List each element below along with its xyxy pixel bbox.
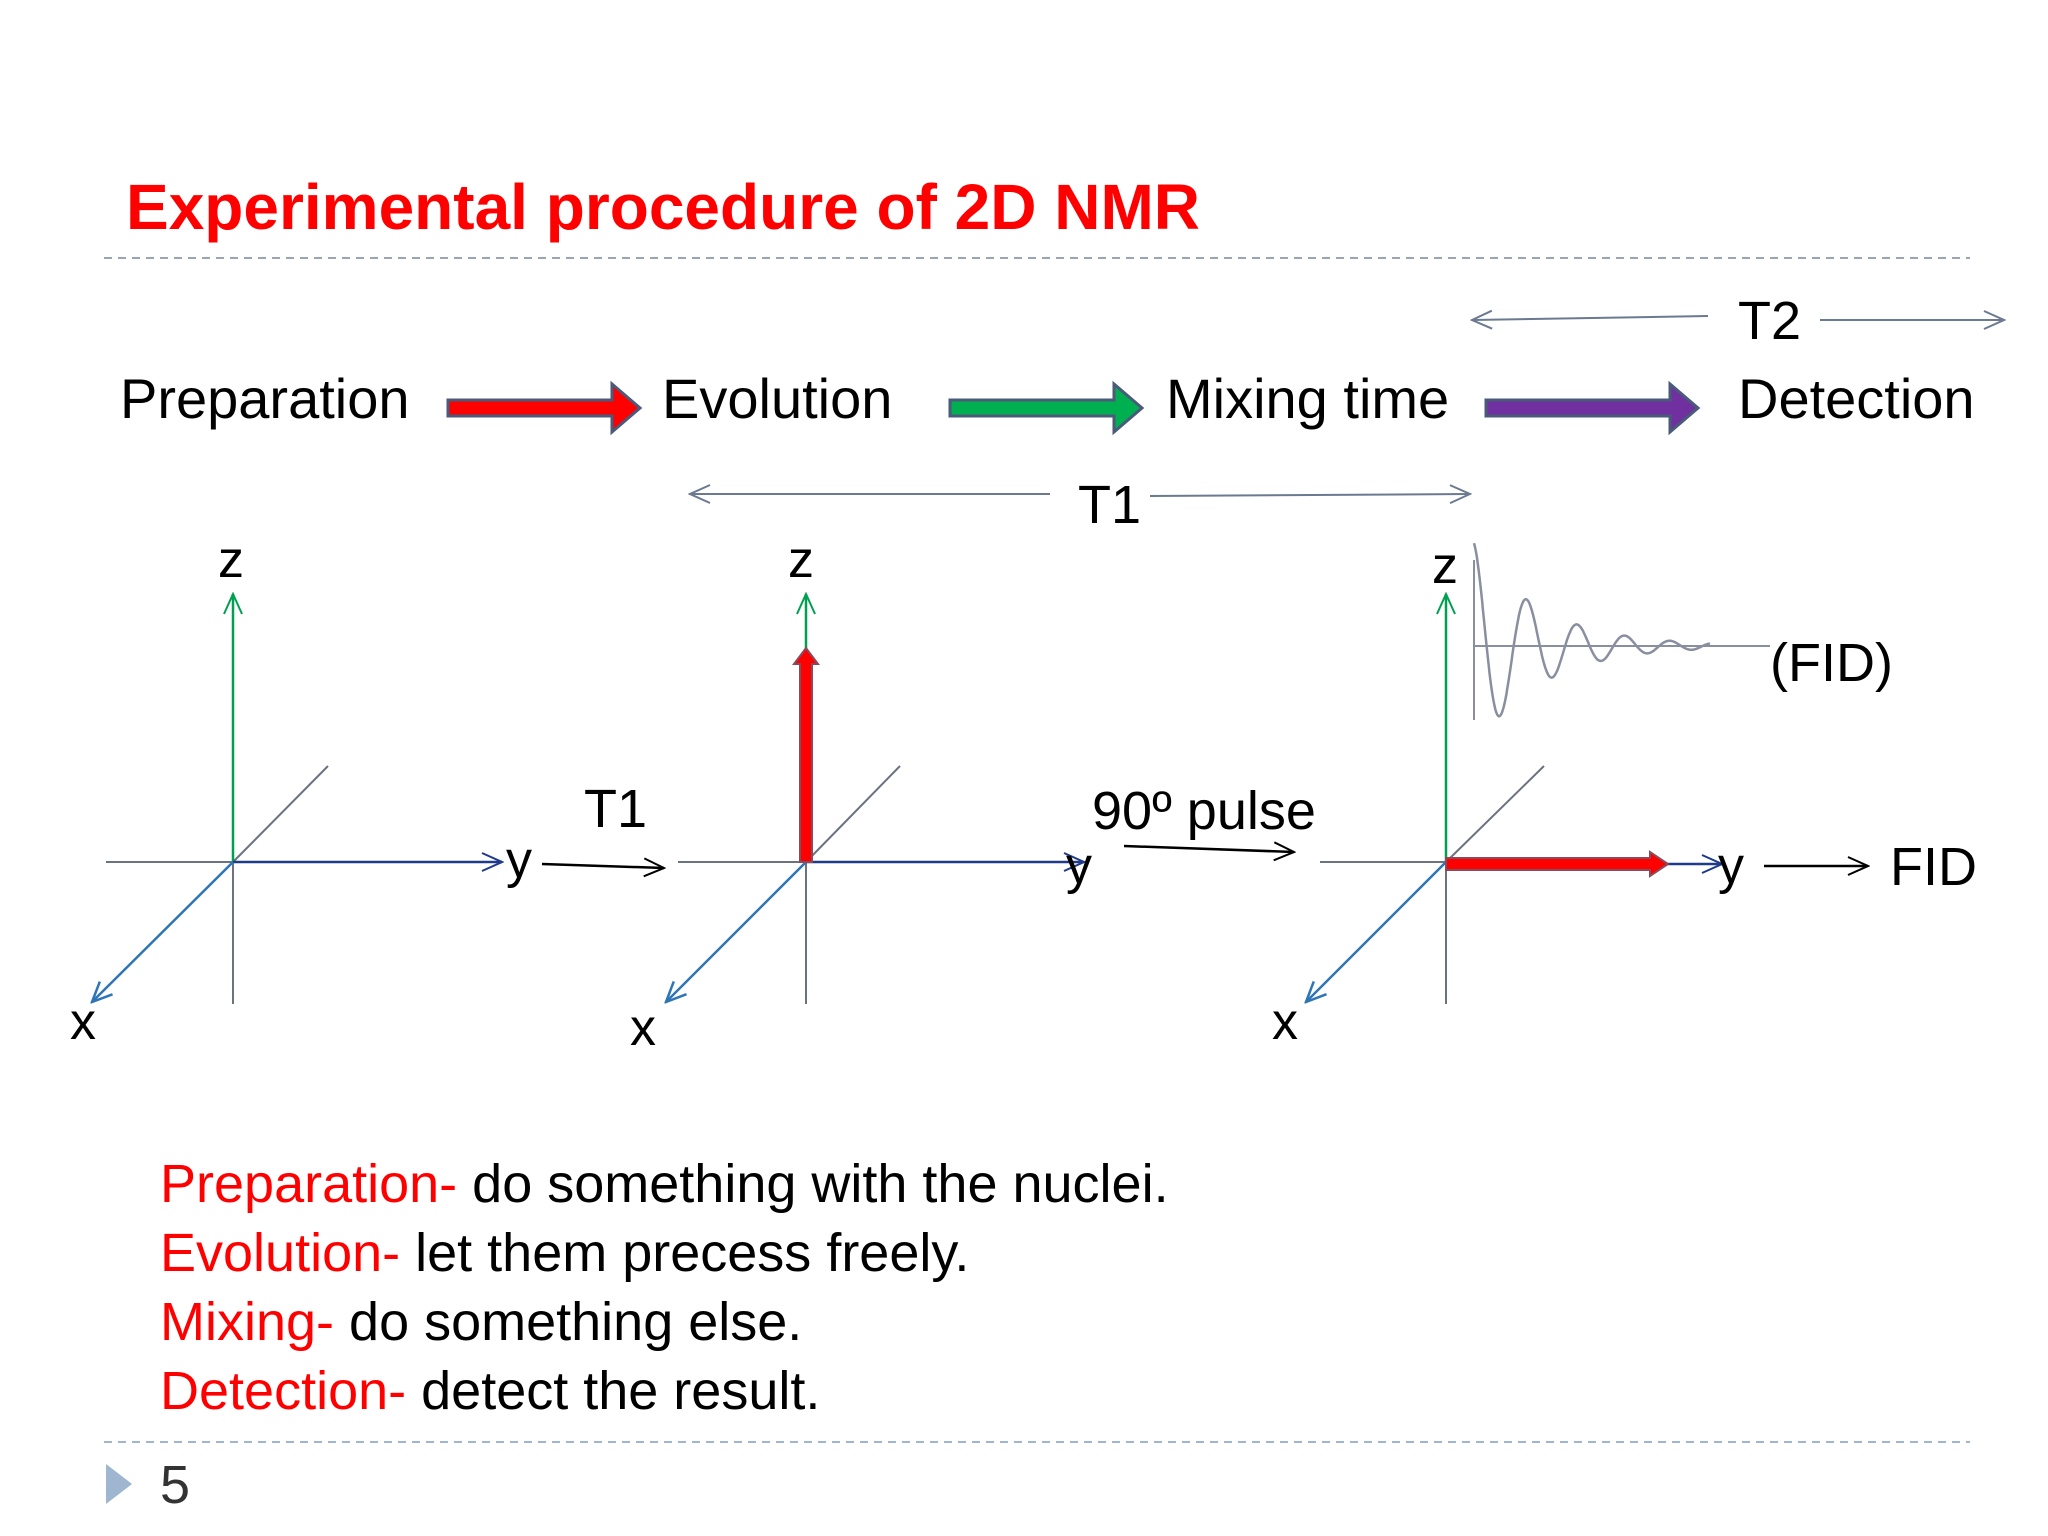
legend-text: do something else. xyxy=(334,1292,803,1352)
stage-mixing-time: Mixing time xyxy=(1166,367,1450,430)
stage-arrow-1 xyxy=(446,380,643,436)
stage-arrow-2 xyxy=(948,380,1145,436)
axes-1 xyxy=(92,594,502,1004)
transition-arrow-2 xyxy=(1123,846,1294,852)
x-label-1: x xyxy=(70,993,96,1051)
interval-t2-label: T2 xyxy=(1738,291,1802,351)
legend-term: Detection- xyxy=(160,1361,407,1421)
t1-right-arrow xyxy=(1149,494,1470,496)
z-label-3: z xyxy=(1432,537,1458,595)
legend: Preparation- do something with the nucle… xyxy=(160,1150,1169,1426)
transition-arrow-1 xyxy=(541,864,664,868)
y-label-1: y xyxy=(506,831,532,889)
x-label-3: x xyxy=(1272,993,1298,1051)
legend-text: do something with the nuclei. xyxy=(457,1154,1169,1214)
magnetization-vector-y xyxy=(1445,850,1670,878)
stage-preparation: Preparation xyxy=(120,367,410,430)
x-axis-3 xyxy=(1306,861,1447,1002)
z-label-2: z xyxy=(788,531,814,589)
legend-text: detect the result. xyxy=(406,1361,821,1421)
x-axis-2 xyxy=(666,861,807,1002)
z-label-1: z xyxy=(218,531,244,589)
legend-row-mixing: Mixing- do something else. xyxy=(160,1288,1169,1357)
stage-detection: Detection xyxy=(1738,367,1975,430)
axes-3 xyxy=(1306,594,1722,1004)
legend-row-evolution: Evolution- let them precess freely. xyxy=(160,1219,1169,1288)
stage-arrow-3 xyxy=(1484,380,1701,436)
legend-term: Mixing- xyxy=(160,1292,335,1352)
interval-t1-label: T1 xyxy=(1078,475,1142,535)
legend-term: Evolution- xyxy=(160,1223,401,1283)
transition-label-t1: T1 xyxy=(584,779,648,839)
slide-marker-icon xyxy=(106,1464,132,1504)
transition-label-pulse: 90º pulse xyxy=(1092,781,1316,841)
y-label-2: y xyxy=(1066,837,1092,895)
t2-left-arrow xyxy=(1472,316,1709,320)
x-axis-1 xyxy=(92,861,234,1002)
y-label-3: y xyxy=(1718,837,1744,895)
page-number: 5 xyxy=(160,1455,191,1515)
fid-waveform xyxy=(1472,542,1770,720)
stage-evolution: Evolution xyxy=(662,367,893,430)
slide-title: Experimental procedure of 2D NMR xyxy=(126,171,1200,243)
legend-term: Preparation- xyxy=(160,1154,458,1214)
fid-label: (FID) xyxy=(1770,633,1893,693)
legend-row-preparation: Preparation- do something with the nucle… xyxy=(160,1150,1169,1219)
legend-row-detection: Detection- detect the result. xyxy=(160,1357,1169,1426)
axes-2 xyxy=(666,594,1084,1004)
x-label-2: x xyxy=(630,999,656,1057)
legend-text: let them precess freely. xyxy=(400,1223,970,1283)
magnetization-vector-z xyxy=(792,646,820,863)
transition-label-fid: FID xyxy=(1890,837,1977,897)
